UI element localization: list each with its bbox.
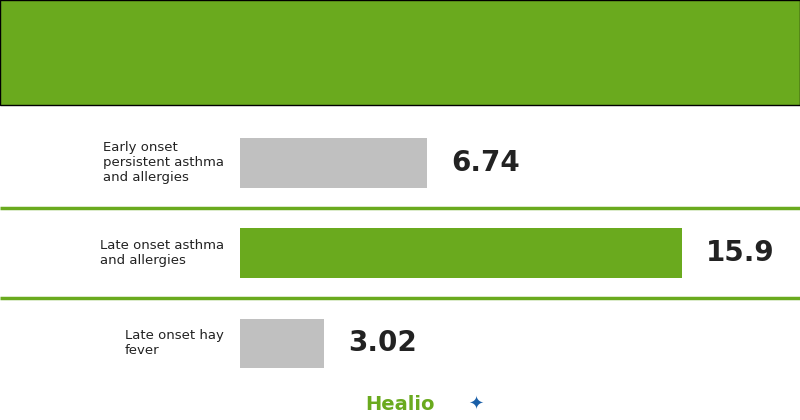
Text: Late onset hay
fever: Late onset hay fever	[125, 329, 224, 357]
Bar	[240, 138, 427, 188]
Text: 15.9: 15.9	[706, 239, 774, 267]
Bar	[240, 318, 324, 368]
Text: Healio: Healio	[366, 395, 434, 414]
Text: 6.74: 6.74	[451, 149, 520, 177]
Text: Multinomial odds ratios for symptomatic: Multinomial odds ratios for symptomatic	[176, 32, 624, 52]
Text: Early onset
persistent asthma
and allergies: Early onset persistent asthma and allerg…	[103, 141, 224, 184]
Text: ✦: ✦	[469, 395, 483, 413]
Text: 3.02: 3.02	[348, 329, 417, 357]
Text: Late onset asthma
and allergies: Late onset asthma and allergies	[100, 239, 224, 267]
Bar	[240, 228, 682, 278]
Text: doctor-diagnosed CRS in middle age:: doctor-diagnosed CRS in middle age:	[197, 74, 603, 94]
